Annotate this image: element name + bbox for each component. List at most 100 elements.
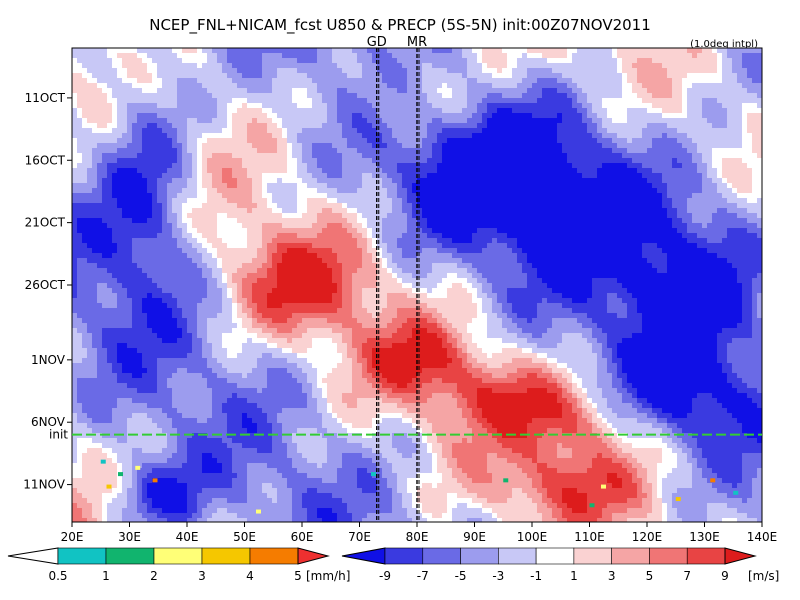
u850-cell bbox=[197, 168, 203, 174]
u850-cell bbox=[612, 193, 618, 199]
u850-cell bbox=[727, 98, 733, 104]
u850-cell bbox=[347, 178, 353, 184]
u850-cell bbox=[232, 103, 238, 109]
u850-cell bbox=[262, 213, 268, 219]
u850-cell bbox=[377, 223, 383, 229]
u850-cell bbox=[292, 58, 298, 64]
u850-cell bbox=[567, 148, 573, 154]
u850-cell bbox=[392, 53, 398, 59]
u850-cell bbox=[582, 208, 588, 214]
u850-cell bbox=[617, 93, 623, 99]
u850-cell bbox=[327, 208, 333, 214]
u850-cell bbox=[452, 133, 458, 139]
u850-cell bbox=[312, 78, 318, 84]
u850-cell bbox=[302, 98, 308, 104]
u850-cell bbox=[512, 133, 518, 139]
u850-cell bbox=[147, 188, 153, 194]
u850-cell bbox=[127, 138, 133, 144]
u850-cell bbox=[212, 183, 218, 189]
u850-cell bbox=[667, 203, 673, 209]
u850-cell bbox=[202, 93, 208, 99]
u850-cell bbox=[687, 133, 693, 139]
u850-cell bbox=[482, 58, 488, 64]
u850-cell bbox=[327, 143, 333, 149]
u850-cell bbox=[337, 83, 343, 89]
u850-cell bbox=[557, 73, 563, 79]
u850-cell bbox=[377, 213, 383, 219]
u850-cell bbox=[167, 223, 173, 229]
u850-cell bbox=[182, 128, 188, 134]
u850-cell bbox=[727, 113, 733, 119]
u850-cell bbox=[312, 103, 318, 109]
u850-cell bbox=[327, 48, 333, 54]
u850-cell bbox=[567, 63, 573, 69]
u850-cell bbox=[587, 118, 593, 124]
u850-cell bbox=[607, 48, 613, 54]
u850-cell bbox=[182, 208, 188, 214]
u850-cell bbox=[212, 123, 218, 129]
u850-cell bbox=[682, 198, 688, 204]
u850-cell bbox=[372, 198, 378, 204]
u850-cell bbox=[402, 178, 408, 184]
u850-cell bbox=[652, 223, 658, 229]
u850-cell bbox=[752, 88, 758, 94]
u850-cell bbox=[602, 108, 608, 114]
u850-cell bbox=[532, 153, 538, 159]
u850-cell bbox=[672, 148, 678, 154]
u850-cell bbox=[442, 178, 448, 184]
u850-cell bbox=[422, 193, 428, 199]
u850-cell bbox=[242, 213, 248, 219]
u850-cell bbox=[72, 73, 78, 79]
u850-cell bbox=[752, 198, 758, 204]
u850-cell bbox=[592, 83, 598, 89]
u850-cell bbox=[197, 208, 203, 214]
u850-cell bbox=[72, 208, 78, 214]
u850-cell bbox=[317, 108, 323, 114]
u850-cell bbox=[197, 53, 203, 59]
u850-cell bbox=[132, 178, 138, 184]
u850-cell bbox=[557, 198, 563, 204]
u850-cell bbox=[662, 78, 668, 84]
u850-cell bbox=[297, 208, 303, 214]
u850-cell bbox=[517, 138, 523, 144]
u850-cell bbox=[302, 138, 308, 144]
u850-cell bbox=[627, 113, 633, 119]
u850-cell bbox=[207, 228, 213, 234]
u850-cell bbox=[407, 168, 413, 174]
u850-cell bbox=[87, 138, 93, 144]
u850-cell bbox=[352, 173, 358, 179]
u850-cell bbox=[147, 113, 153, 119]
u850-cell bbox=[272, 83, 278, 89]
u850-cell bbox=[542, 68, 548, 74]
u850-cell bbox=[737, 193, 743, 199]
u850-cell bbox=[677, 118, 683, 124]
u850-cell bbox=[132, 73, 138, 79]
u850-cell bbox=[672, 63, 678, 69]
u850-cell bbox=[452, 113, 458, 119]
u850-cell bbox=[617, 173, 623, 179]
u850-cell bbox=[602, 213, 608, 219]
u850-cell bbox=[207, 203, 213, 209]
u850-cell bbox=[147, 83, 153, 89]
u850-cell bbox=[577, 173, 583, 179]
u850-cell bbox=[572, 128, 578, 134]
u850-cell bbox=[272, 193, 278, 199]
u850-cell bbox=[362, 63, 368, 69]
u850-cell bbox=[417, 163, 423, 169]
u850-cell bbox=[117, 58, 123, 64]
u850-cell bbox=[107, 68, 113, 74]
u850-cell bbox=[737, 78, 743, 84]
u850-cell bbox=[72, 178, 78, 184]
u850-cell bbox=[547, 58, 553, 64]
u850-cell bbox=[517, 68, 523, 74]
u850-cell bbox=[97, 103, 103, 109]
u850-cell bbox=[217, 218, 223, 224]
u850-cell bbox=[497, 123, 503, 129]
u850-cell bbox=[337, 53, 343, 59]
u850-cell bbox=[242, 208, 248, 214]
u850-cell bbox=[452, 148, 458, 154]
u850-cell bbox=[472, 153, 478, 159]
u850-cell bbox=[97, 133, 103, 139]
u850-cell bbox=[142, 168, 148, 174]
u850-cell bbox=[212, 188, 218, 194]
